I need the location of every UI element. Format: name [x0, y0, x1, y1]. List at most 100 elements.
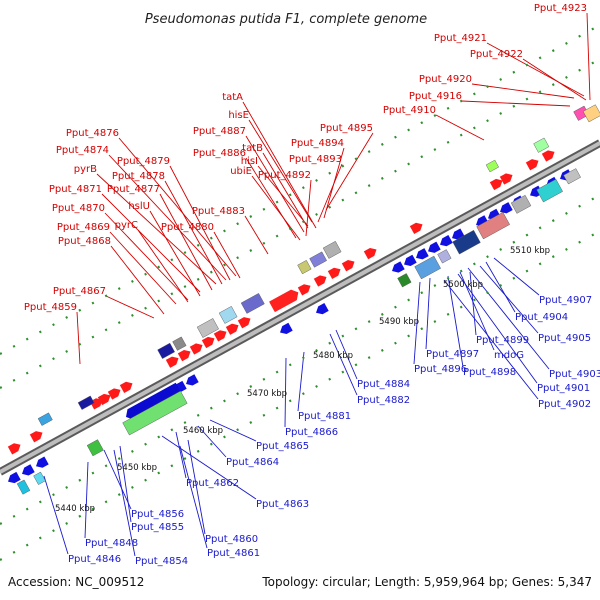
- reverse-gene-8-shape: [280, 322, 293, 335]
- forward-label-1: Pput_4923: [534, 3, 587, 14]
- forward-label-3: Pput_4922: [470, 49, 523, 60]
- forward-cassette-10-shape: [533, 137, 550, 153]
- reverse-gene-2: [22, 464, 35, 476]
- forward-connector-32: [105, 295, 155, 319]
- forward-cassette-7-shape: [309, 251, 327, 268]
- forward-gene-24: [541, 150, 555, 162]
- reverse-cassette-10-shape: [510, 194, 532, 214]
- reverse-cassette-12-shape: [563, 168, 581, 185]
- forward-connector-4: [471, 83, 575, 99]
- summary-text: Topology: circular; Length: 5,959,964 bp…: [261, 575, 592, 589]
- forward-connector-18: [118, 137, 237, 277]
- forward-gene-1-shape: [7, 443, 21, 455]
- reverse-connector-26: [113, 449, 136, 557]
- forward-gene-8: [177, 349, 191, 362]
- forward-cassette-13-shape: [37, 412, 53, 426]
- reverse-connector-23: [84, 461, 89, 539]
- forward-cassette-5: [240, 293, 265, 314]
- forward-cassette-2: [172, 336, 187, 351]
- reverse-connector-13: [329, 333, 358, 396]
- reverse-connector-18: [175, 431, 187, 479]
- reverse-label-21: Pput_4855: [131, 522, 184, 533]
- reverse-label-18: Pput_4862: [186, 478, 239, 489]
- reverse-label-4: Pput_4899: [476, 335, 529, 346]
- reverse-gene-13-shape: [428, 241, 441, 253]
- forward-connector-15: [317, 163, 343, 223]
- forward-label-19: Pput_4874: [56, 145, 109, 156]
- kbp-ticks: 5440 kbp 5450 kbp 5460 kbp 5470 kbp 5480 kbp…: [55, 246, 550, 514]
- reverse-label-7: Pput_4901: [537, 383, 590, 394]
- forward-connector-13: [245, 157, 297, 239]
- reverse-label-17: Pput_4864: [226, 457, 279, 468]
- tick-label-2: 5450 kbp: [117, 463, 157, 473]
- forward-gene-13-shape: [237, 317, 251, 329]
- reverse-gene-11-shape: [404, 254, 417, 267]
- forward-label-32: Pput_4867: [53, 286, 106, 297]
- forward-gene-13: [237, 317, 251, 329]
- forward-connector-30: [213, 231, 241, 279]
- reverse-gene-1: [8, 471, 21, 484]
- forward-gene-7-shape: [165, 356, 179, 368]
- dotted-guide-3: [0, 194, 600, 525]
- reverse-label-1: Pput_4907: [539, 295, 592, 306]
- reverse-label-5: Pput_4903: [549, 369, 600, 380]
- forward-connector-24: [159, 193, 213, 291]
- reverse-label-12: Pput_4884: [357, 379, 410, 390]
- forward-gene-12: [225, 323, 239, 335]
- reverse-cassette-2: [33, 471, 46, 485]
- forward-gene-9: [189, 343, 203, 355]
- forward-gene-large: [269, 289, 299, 313]
- forward-connector-16: [251, 175, 301, 241]
- map-title: Pseudomonas putida F1, complete genome: [145, 12, 427, 27]
- forward-connector-3: [522, 58, 587, 101]
- forward-gene-7: [165, 356, 179, 368]
- reverse-cassette-7: [437, 249, 452, 264]
- forward-label-33: Pput_4859: [24, 302, 77, 313]
- reverse-label-3: Pput_4905: [538, 333, 591, 344]
- forward-label-8: hisE: [228, 110, 249, 121]
- gene-labels: Pput_4923 Pput_4921 Pput_4922 Pput_4920 Pput…: [24, 3, 600, 567]
- reverse-label-2: Pput_4904: [515, 312, 568, 323]
- forward-connector-29: [137, 229, 189, 303]
- forward-gene-5-shape: [107, 388, 121, 400]
- dotted-guides: [0, 24, 600, 561]
- forward-connector-8: [248, 119, 313, 223]
- forward-gene-4-shape: [97, 393, 111, 406]
- reverse-label-13: Pput_4882: [357, 395, 410, 406]
- tick-label-3: 5460 kbp: [183, 426, 223, 436]
- reverse-gene-3: [36, 456, 49, 468]
- forward-connector-14: [257, 165, 309, 227]
- reverse-gene-9: [316, 303, 329, 315]
- reverse-connector-25: [43, 475, 69, 555]
- forward-cassette-3: [196, 318, 219, 338]
- forward-gene-12-shape: [225, 323, 239, 335]
- forward-gene-9-shape: [189, 343, 203, 355]
- reverse-label-9: Pput_4896: [414, 364, 467, 375]
- reverse-gene-13: [428, 241, 441, 253]
- reverse-connector-1: [493, 257, 540, 296]
- forward-label-5: Pput_4916: [409, 91, 462, 102]
- forward-gene-11-shape: [213, 330, 227, 342]
- reverse-label-11: Pput_4902: [538, 399, 591, 410]
- forward-label-29: pyrC: [115, 220, 138, 231]
- reverse-cassette-4: [122, 390, 188, 436]
- forward-connector-1: [586, 12, 591, 101]
- forward-label-9: Pput_4895: [320, 123, 373, 134]
- reverse-gene-3-shape: [36, 456, 49, 468]
- forward-gene-5: [107, 388, 121, 400]
- forward-gene-18: [341, 260, 355, 272]
- forward-gene-10: [201, 336, 215, 349]
- reverse-connector-14: [297, 351, 305, 412]
- reverse-gene-10: [392, 261, 405, 273]
- reverse-connector-7: [457, 273, 538, 384]
- forward-connector-21: [96, 173, 217, 285]
- forward-cassette-4-shape: [218, 306, 238, 324]
- reverse-connector-9: [413, 281, 421, 365]
- reverse-gene-18-shape: [500, 202, 513, 214]
- forward-gene-18-shape: [341, 260, 355, 272]
- tick-label-7: 5500 kbp: [443, 280, 483, 290]
- forward-cassette-5-shape: [240, 293, 265, 314]
- forward-gene-22-shape: [499, 173, 513, 185]
- reverse-cassette-1-shape: [16, 479, 31, 495]
- forward-gene-8-shape: [177, 349, 191, 362]
